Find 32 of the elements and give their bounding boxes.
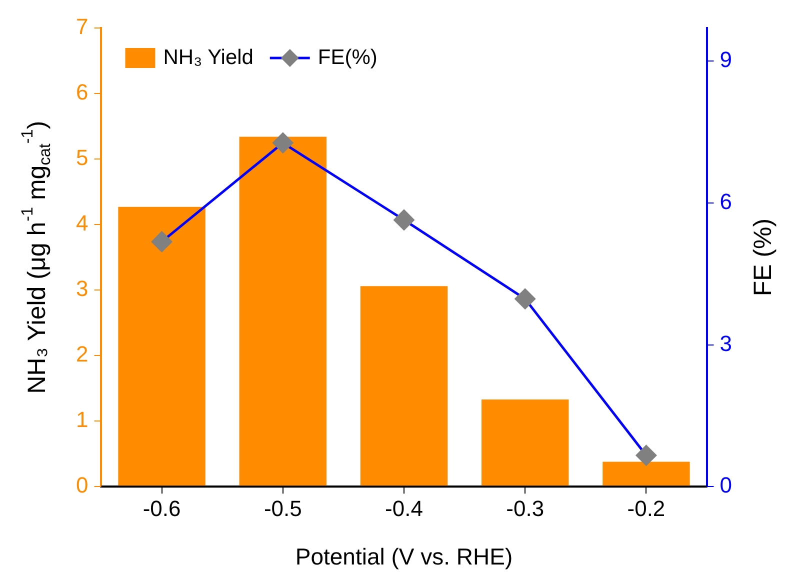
point (636, 445, 656, 466)
y2-tick-label: 6 (720, 188, 732, 214)
y2-tick-label: 0 (720, 472, 732, 498)
x-axis-title: Potential (V vs. RHE) (295, 543, 513, 570)
x-tick-label: -0.2 (627, 496, 666, 521)
x-tick-label: -0.5 (264, 496, 302, 521)
point (394, 210, 414, 230)
y-axis-title: NH₃ Yield (μg h-1 mgcat-1) (18, 120, 54, 394)
y-tick-label: 4 (76, 210, 88, 236)
bar (118, 206, 206, 486)
y-tick-label: 5 (76, 145, 88, 170)
bar (239, 136, 326, 486)
y2-axis-title: FE (%) (748, 218, 777, 296)
bar (360, 286, 448, 486)
y2-tick-label: 3 (720, 330, 732, 356)
y-tick-label: 6 (76, 80, 88, 105)
y-tick-label: 2 (76, 342, 88, 367)
y-tick-label: 1 (76, 407, 88, 432)
point (272, 132, 294, 154)
bar (482, 399, 569, 486)
point (152, 231, 172, 252)
legend-label: NH₃ Yield (163, 46, 254, 69)
x-tick-label: -0.3 (506, 496, 544, 521)
y2-tick-label: 9 (720, 47, 732, 72)
bar (602, 462, 690, 486)
y-tick-label: 0 (76, 472, 88, 498)
x-tick-label: -0.4 (385, 496, 423, 521)
point (514, 288, 536, 310)
y-tick-label: 3 (76, 276, 88, 302)
x-tick-label: -0.6 (142, 496, 181, 521)
legend-label: FE(%) (318, 46, 378, 69)
y-tick-label: 7 (76, 14, 88, 40)
